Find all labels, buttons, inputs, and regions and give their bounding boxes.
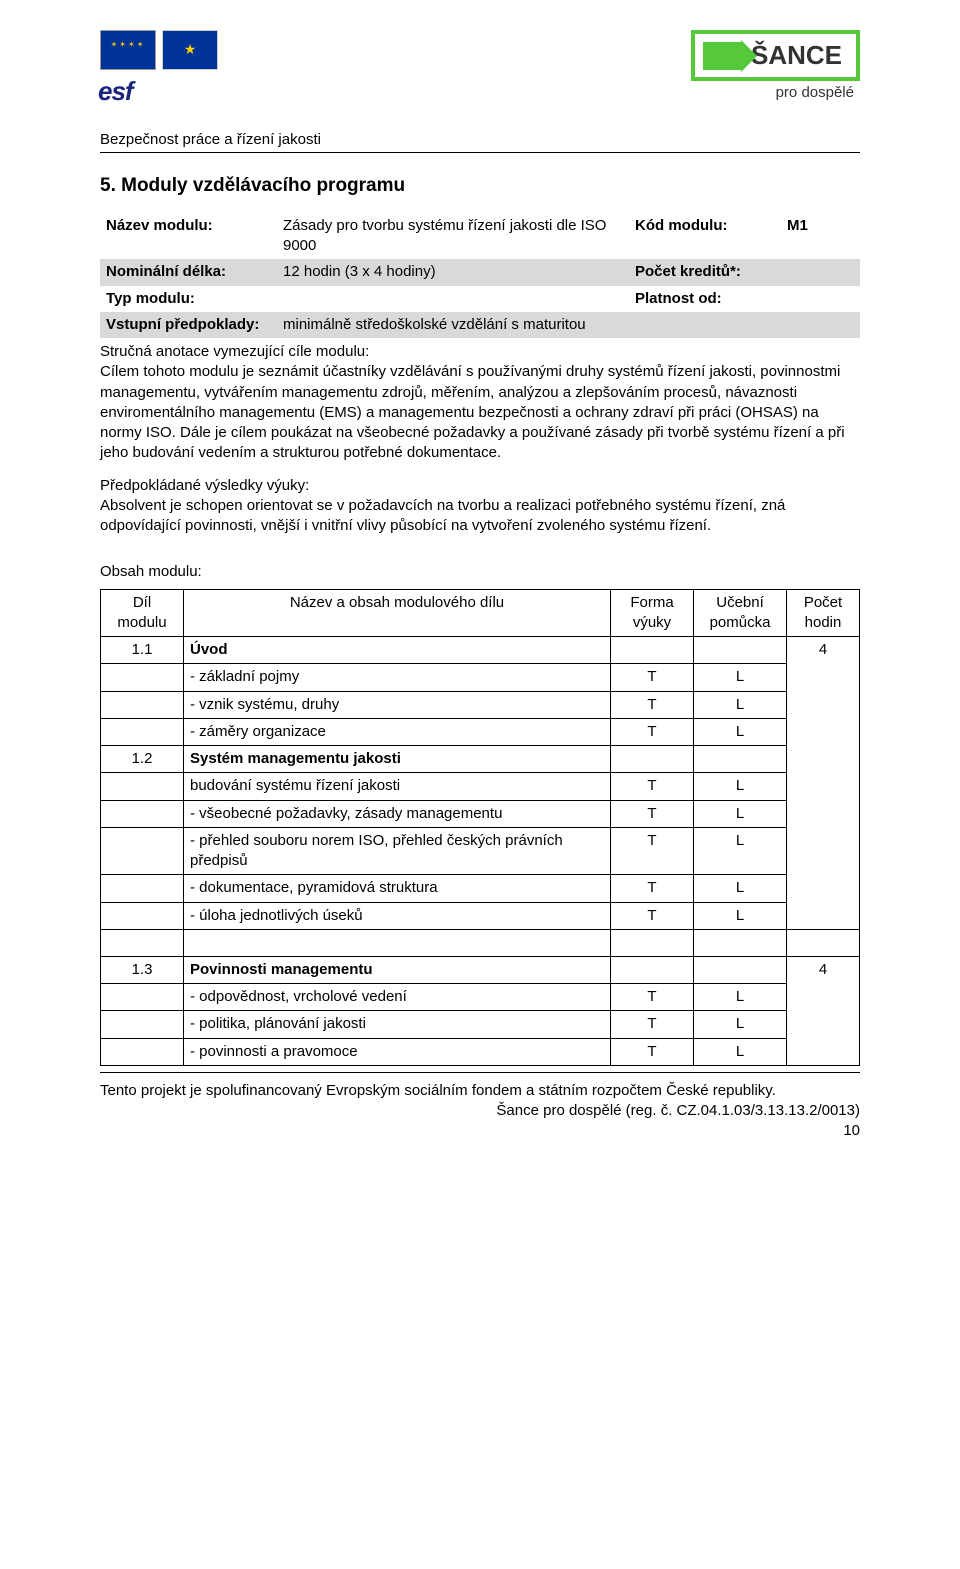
row-text: - povinnosti a pravomoce [184, 1038, 611, 1065]
row-text: - odpovědnost, vrcholové vedení [184, 984, 611, 1011]
row-pom: L [694, 984, 787, 1011]
type-value [277, 286, 629, 312]
row-forma: T [611, 1038, 694, 1065]
row-forma: T [611, 773, 694, 800]
row-pom: L [694, 875, 787, 902]
nominal-value: 12 hodin (3 x 4 hodiny) [277, 259, 629, 285]
th-pomucka: Učební pomůcka [694, 589, 787, 637]
th-forma: Forma výuky [611, 589, 694, 637]
esf-logo-text: esf [98, 74, 133, 109]
code-value: M1 [781, 213, 860, 260]
nominal-label: Nominální délka: [100, 259, 277, 285]
validity-label: Platnost od: [629, 286, 781, 312]
row-forma: T [611, 800, 694, 827]
content-table: Díl modulu Název a obsah modulového dílu… [100, 589, 860, 1066]
name-label: Název modulu: [100, 213, 277, 260]
dil-1-3: 1.3 [101, 956, 184, 983]
footer-line2: Šance pro dospělé (reg. č. CZ.04.1.03/3.… [100, 1101, 860, 1121]
prereq-value: minimálně středoškolské vzdělání s matur… [277, 312, 860, 338]
row-pom: L [694, 1038, 787, 1065]
hours-block-2: 4 [787, 956, 860, 1065]
row-pom: L [694, 691, 787, 718]
row-pom: L [694, 773, 787, 800]
row-forma: T [611, 664, 694, 691]
row-pom: L [694, 1011, 787, 1038]
row-pom: L [694, 827, 787, 875]
th-hodin: Počet hodin [787, 589, 860, 637]
row-pom: L [694, 902, 787, 929]
annotation-block: Stručná anotace vymezující cíle modulu: … [100, 342, 860, 536]
sance-subtitle: pro dospělé [776, 83, 854, 103]
header: esf ŠANCE pro dospělé [100, 30, 860, 120]
row-forma: T [611, 827, 694, 875]
row-forma: T [611, 984, 694, 1011]
hours-block-1: 4 [787, 637, 860, 930]
th-nazev: Název a obsah modulového dílu [184, 589, 611, 637]
footer: Tento projekt je spolufinancovaný Evrops… [100, 1081, 860, 1142]
row-text: - politika, plánování jakosti [184, 1011, 611, 1038]
credits-label: Počet kreditů*: [629, 259, 781, 285]
divider [100, 152, 860, 153]
logo-right: ŠANCE pro dospělé [691, 30, 860, 103]
title-1-2: Systém managementu jakosti [184, 746, 611, 773]
section-heading: 5. Moduly vzdělávacího programu [100, 173, 860, 199]
row-text: - záměry organizace [184, 718, 611, 745]
th-dil: Díl modulu [101, 589, 184, 637]
row-text: - všeobecné požadavky, zásady management… [184, 800, 611, 827]
annotation-heading: Stručná anotace vymezující cíle modulu: [100, 343, 369, 360]
eu-flag-icon [162, 30, 218, 70]
annotation-body: Cílem tohoto modulu je seznámit účastník… [100, 363, 845, 461]
name-value: Zásady pro tvorbu systému řízení jakosti… [277, 213, 629, 260]
prereq-label: Vstupní předpoklady: [100, 312, 277, 338]
row-forma: T [611, 902, 694, 929]
type-label: Typ modulu: [100, 286, 277, 312]
outcomes-body: Absolvent je schopen orientovat se v pož… [100, 497, 785, 534]
doc-subtitle: Bezpečnost práce a řízení jakosti [100, 130, 860, 150]
credits-value [781, 259, 860, 285]
row-text: - úloha jednotlivých úseků [184, 902, 611, 929]
row-text: - dokumentace, pyramidová struktura [184, 875, 611, 902]
sance-brand: ŠANCE [751, 38, 842, 73]
row-forma: T [611, 1011, 694, 1038]
row-pom: L [694, 800, 787, 827]
esf-flag-icon [100, 30, 156, 70]
title-1-3: Povinnosti managementu [184, 956, 611, 983]
page-number: 10 [100, 1121, 860, 1141]
row-forma: T [611, 718, 694, 745]
outcomes-heading: Předpokládané výsledky výuky: [100, 477, 309, 494]
content-heading: Obsah modulu: [100, 562, 860, 582]
dil-1-2: 1.2 [101, 746, 184, 773]
row-text: - přehled souboru norem ISO, přehled čes… [184, 827, 611, 875]
logo-left: esf [100, 30, 218, 70]
row-forma: T [611, 691, 694, 718]
module-meta-table: Název modulu: Zásady pro tvorbu systému … [100, 213, 860, 338]
code-label: Kód modulu: [629, 213, 781, 260]
validity-value [781, 286, 860, 312]
arrow-right-icon [703, 42, 743, 70]
dil-1-1: 1.1 [101, 637, 184, 664]
footer-divider [100, 1072, 860, 1073]
row-text: - vznik systému, druhy [184, 691, 611, 718]
row-pom: L [694, 664, 787, 691]
title-1-1: Úvod [184, 637, 611, 664]
row-text: budování systému řízení jakosti [184, 773, 611, 800]
row-text: - základní pojmy [184, 664, 611, 691]
footer-line1: Tento projekt je spolufinancovaný Evrops… [100, 1081, 860, 1101]
row-forma: T [611, 875, 694, 902]
row-pom: L [694, 718, 787, 745]
